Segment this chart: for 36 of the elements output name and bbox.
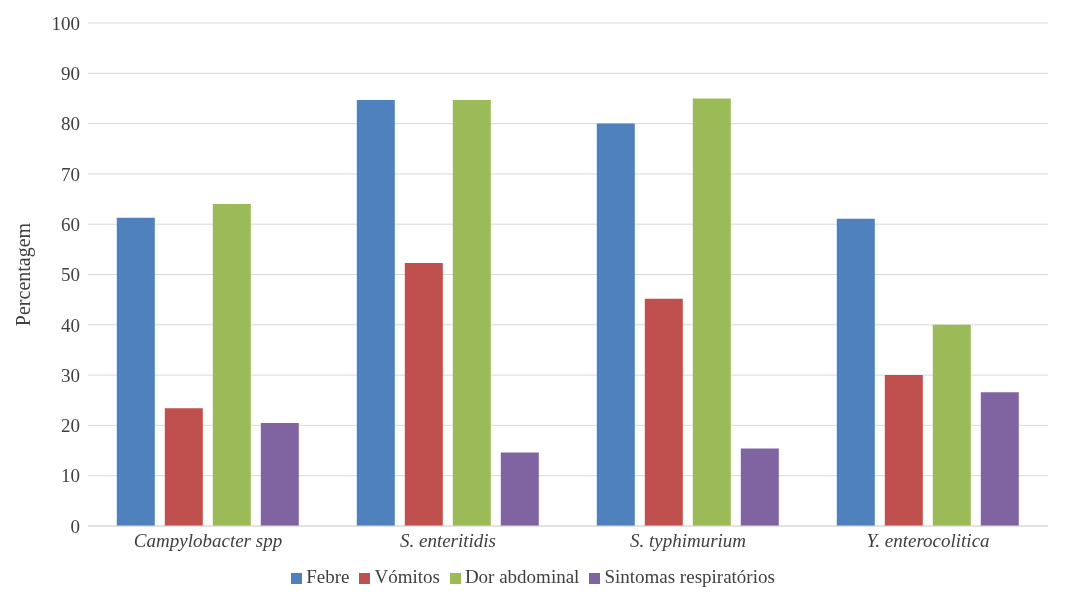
x-tick-label: S. enteritidis [399,530,497,552]
y-tick-label: 0 [70,515,80,537]
bar [836,218,875,526]
legend-label: Sintomas respiratórios [604,566,775,587]
y-tick-label: 100 [51,12,80,34]
y-tick-label: 40 [61,314,80,336]
bar [596,123,635,526]
y-tick-label: 80 [61,113,80,135]
y-tick-label: 50 [61,264,80,286]
y-tick-label: 70 [61,163,80,185]
bar [356,99,395,526]
bar [260,422,299,526]
y-tick-label: 90 [61,63,80,85]
legend-label: Dor abdominal [464,566,580,587]
bar [164,408,203,526]
bar [404,262,443,526]
x-tick-label: S. typhimurium [629,530,747,552]
x-tick-label: Campylobacter spp [133,530,283,552]
bar [740,448,779,526]
y-tick-label: 10 [61,465,80,487]
y-tick-label: 60 [61,213,80,235]
y-tick-label: 30 [61,364,80,386]
bar [644,298,683,526]
y-axis-title: Percentagem [12,222,36,327]
bar [932,324,971,526]
x-tick-label: Y. enterocolitica [866,530,990,552]
bar [692,98,731,526]
bar [452,99,491,526]
legend-label: Vómitos [374,566,440,587]
legend-label: Febre [306,566,350,587]
bar [500,452,539,526]
y-tick-label: 20 [61,415,80,437]
bar [212,204,251,526]
bar [116,217,155,526]
bar [884,375,923,526]
bar [980,392,1019,526]
